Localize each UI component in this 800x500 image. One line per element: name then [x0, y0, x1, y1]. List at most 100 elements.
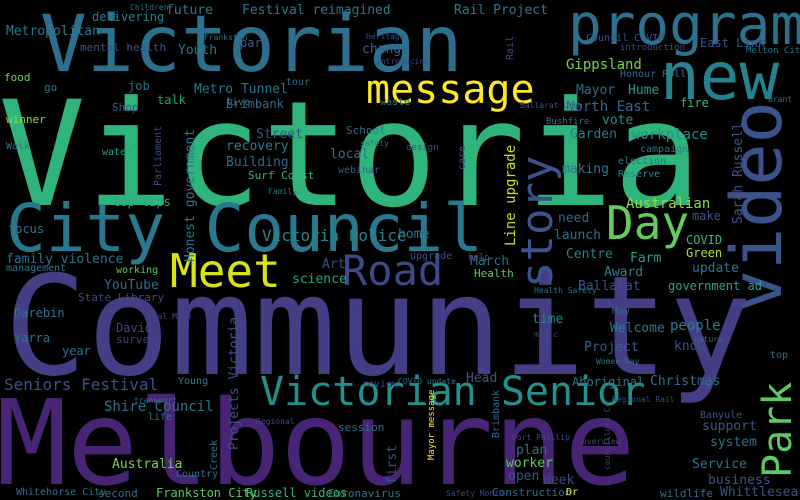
word-plan: plan [516, 443, 548, 458]
word-east-link: East Link [700, 36, 766, 50]
word-webinar: Reserve [618, 169, 661, 180]
word-make: make [692, 209, 721, 223]
word-shop: Walk [6, 141, 31, 152]
word-construction: Construction [492, 486, 572, 499]
word-russell-videos: Russell videos [246, 486, 348, 500]
word-creek: life [148, 412, 173, 423]
word-council-covid: introduction [620, 43, 686, 53]
word-delivering: delivering [92, 10, 165, 24]
word-winner: food [4, 71, 31, 84]
word-project: Project [584, 340, 639, 355]
word-art: Art [322, 257, 346, 272]
word-darebin: Darebin [14, 306, 65, 320]
word-program: program [568, 0, 800, 58]
word-mayor-message: introducing [376, 57, 429, 66]
word-transport: music [534, 330, 559, 339]
word-coronavirus: Coronavirus [328, 487, 401, 500]
word-nature: Brant [768, 95, 793, 104]
word-festival-reimagined: Festival reimagined [242, 3, 391, 18]
word-music: Regional Rail [612, 395, 675, 404]
word-garden: Garden [570, 127, 617, 142]
word-overview: transport [134, 396, 178, 405]
word-tour: Shop [112, 101, 139, 114]
word-centre: Centre [566, 247, 613, 262]
word-hume: Hume [628, 83, 660, 98]
word-community: Community [4, 246, 752, 407]
word-whittlesea: Whittlesea [720, 485, 799, 500]
word-head: Head [466, 371, 498, 386]
word-system: system [710, 435, 757, 450]
word-care: upgrade [410, 251, 453, 262]
word-management: working [116, 265, 159, 276]
word-march: March [470, 254, 510, 269]
word-story: story [512, 155, 563, 288]
word-gippsland: Gippsland [566, 57, 642, 73]
word-launch: launch [554, 228, 601, 243]
word-water: winner [6, 113, 46, 126]
word-change: change [362, 42, 409, 57]
word-regional: Goal Mile [148, 312, 192, 321]
word-campaign: Honour Roll [620, 69, 687, 80]
word-seniors-festival: Seniors Festival [4, 375, 159, 394]
word-frankston-city: Frankston City [156, 486, 258, 500]
word-election: Council COVID [586, 33, 665, 44]
word-youtube: YouTube [104, 278, 159, 293]
word-aboriginal: Aboriginal [572, 375, 645, 389]
word-may: State Library [78, 291, 165, 304]
word-science: science [292, 272, 347, 287]
word-projects-victoria: Projects Victoria [227, 316, 242, 450]
word-heritage: Regional [256, 417, 295, 426]
word-reserve: election [618, 156, 667, 167]
word-sarah-russell: Sarah Russell [731, 122, 746, 224]
word-line-upgrade: Line upgrade [503, 144, 519, 246]
word-support: support [702, 419, 757, 434]
word-service: Service [692, 457, 747, 472]
word-regional-rail: Safety Month [446, 489, 504, 498]
word-open: open [508, 469, 540, 484]
word-future: future [166, 3, 213, 18]
word-children: Ballarat Line [520, 101, 583, 110]
word-ballarat: Ballarat [578, 279, 641, 294]
word-country: Young [178, 376, 209, 387]
word-recovery: recovery [226, 139, 289, 154]
word-brimbank-small: live [226, 97, 251, 108]
word-welcome: Welcome [610, 321, 665, 336]
word-upgrade: Banyule [700, 410, 743, 421]
word-street: Street [256, 127, 303, 142]
word-help: top [770, 350, 789, 361]
word-final: Bushfire [546, 117, 590, 127]
word-health-safety: Family [268, 187, 297, 196]
word-victorian: Victorian [40, 0, 463, 90]
word-victorian-senior: Victorian Senior [260, 369, 646, 415]
word-wildlife: wildlife [660, 487, 713, 500]
word-know: know [674, 339, 706, 354]
word-green: Green [686, 246, 723, 260]
word-award: Award [604, 265, 644, 280]
word-youth: Youth [178, 43, 218, 58]
word-workplace: workplace [632, 127, 708, 143]
word-surf-coast: Surf Coast [248, 169, 315, 182]
word-park: Park [755, 381, 800, 478]
word-local: local [330, 147, 370, 162]
word-brimbank: Brimbank [226, 97, 284, 111]
word-walk: go [44, 81, 58, 94]
word-people: people [670, 318, 721, 334]
word-north-east: North East [566, 99, 651, 115]
word-vote: vote [602, 113, 634, 128]
word-honest-government: Honest government [183, 128, 198, 262]
word-whitehorse-city: Creek [209, 439, 220, 470]
word-working: webinar [338, 165, 381, 176]
word-australia: Australia [112, 457, 183, 472]
word-first: first [385, 444, 400, 484]
word-meet: Meet [170, 244, 281, 298]
word-frankston: Children [130, 3, 169, 12]
word-survey: survey [116, 333, 156, 346]
word-introducing: waste [380, 97, 411, 108]
word-worth-highlights: Heritage [366, 32, 405, 41]
word-back: review [362, 379, 399, 390]
word-business: business [708, 473, 771, 488]
word-part: part [240, 36, 269, 50]
word-update: update [692, 261, 739, 276]
word-school: School [346, 124, 386, 137]
